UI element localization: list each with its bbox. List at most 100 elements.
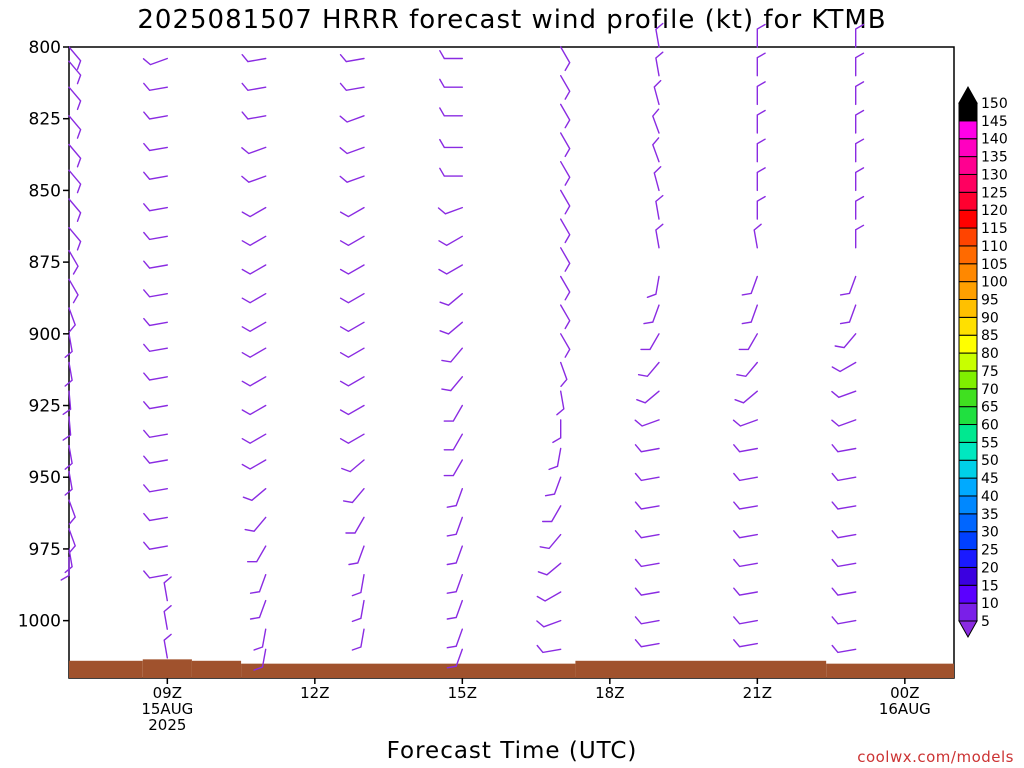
wind-barb [536, 644, 562, 654]
wind-barb [60, 556, 70, 581]
wind-barb [443, 433, 463, 451]
x-tick-label: 2025 [148, 716, 186, 734]
colorbar-label: 140 [981, 132, 1008, 148]
colorbar-segment [958, 352, 978, 372]
y-tick-label: 1000 [18, 612, 61, 632]
wind-barb [834, 333, 857, 349]
wind-barb [439, 78, 463, 88]
wind-barb [241, 459, 267, 470]
wind-barb [734, 390, 758, 404]
colorbar-label: 65 [981, 400, 999, 416]
colorbar-label: 90 [981, 310, 999, 326]
wind-barb [143, 203, 168, 212]
wind-barb [163, 576, 172, 602]
wind-barb [640, 333, 660, 351]
wind-barb [544, 476, 562, 497]
colorbar-label: 30 [981, 525, 999, 541]
wind-barb [253, 628, 267, 651]
colorbar-label: 145 [981, 114, 1008, 130]
wind-barb [560, 75, 571, 100]
wind-barb [351, 628, 365, 651]
wind-barb [634, 501, 660, 510]
credit-link[interactable]: coolwx.com/models [857, 748, 1014, 766]
wind-barb [831, 587, 857, 596]
wind-barb [756, 23, 766, 48]
wind-barb [446, 599, 463, 620]
colorbar-segment [958, 173, 978, 193]
wind-barb [560, 189, 571, 215]
wind-barb [556, 390, 565, 416]
wind-barb [241, 111, 267, 120]
wind-barb [855, 167, 865, 192]
wind-barb [241, 376, 267, 387]
colorbar-label: 115 [981, 221, 1008, 237]
wind-barb [143, 231, 168, 241]
wind-barb [560, 103, 571, 129]
wind-barb [241, 206, 267, 218]
wind-barb [339, 206, 365, 218]
colorbar-label: 95 [981, 292, 999, 308]
wind-barb [163, 605, 172, 630]
colorbar-segment [958, 120, 978, 140]
wind-barb [831, 616, 857, 625]
wind-barb [241, 146, 267, 155]
wind-barb [341, 459, 365, 473]
wind-barb [68, 198, 82, 222]
wind-barb [64, 445, 73, 470]
wind-barb [643, 304, 660, 325]
wind-barb [831, 390, 857, 399]
wind-barb [241, 347, 267, 359]
wind-barb [634, 472, 660, 482]
wind-barb [143, 343, 168, 353]
wind-barb [143, 289, 168, 298]
wind-barb [241, 321, 267, 333]
wind-barb [536, 591, 562, 602]
wind-barb [62, 390, 72, 415]
wind-barb [831, 530, 857, 539]
y-tick-label: 850 [29, 181, 61, 201]
wind-barb [560, 132, 571, 158]
wind-barb [634, 558, 660, 568]
x-tick-label: 12Z [300, 684, 329, 702]
wind-barb [855, 52, 865, 77]
wind-barb [536, 619, 562, 628]
wind-barb [733, 616, 758, 625]
wind-barb [733, 501, 758, 510]
wind-barb [756, 52, 766, 77]
colorbar-segment [958, 281, 978, 300]
wind-barb [542, 505, 562, 523]
wind-barb [438, 264, 463, 275]
colorbar-segment [958, 102, 978, 122]
wind-barb [560, 304, 571, 330]
wind-barb [247, 545, 267, 563]
wind-barb [733, 472, 758, 482]
colorbar-segment [958, 156, 978, 175]
y-tick-label: 800 [29, 38, 61, 58]
wind-barb [249, 599, 267, 620]
chart-title: 2025081507 HRRR forecast wind profile (k… [137, 5, 886, 35]
colorbar-label: 150 [981, 96, 1008, 112]
wind-barb [68, 60, 82, 85]
wind-barb [756, 138, 766, 163]
colorbar-label: 120 [981, 203, 1008, 219]
wind-barb [339, 115, 365, 123]
colorbar-segment [958, 298, 978, 318]
colorbar-label: 15 [981, 578, 999, 594]
wind-barb [855, 224, 865, 249]
wind-barb [652, 108, 660, 134]
colorbar-label: 5 [981, 614, 990, 630]
wind-barb [339, 264, 365, 275]
wind-barb [244, 516, 267, 532]
ground-segment [241, 663, 576, 678]
y-tick-label: 825 [29, 110, 61, 130]
wind-barb [143, 541, 168, 550]
wind-barb [855, 138, 865, 163]
x-tick-label: 15AUG [141, 700, 193, 718]
wind-barb [831, 361, 857, 373]
wind-barb [560, 333, 571, 358]
x-tick-label: 16AUG [879, 700, 931, 718]
wind-barb [560, 361, 568, 387]
y-axis: 800 825 850 875 900 925 950 975 1000 [18, 38, 69, 632]
colorbar-segment [958, 531, 978, 551]
wind-barb [736, 361, 758, 378]
